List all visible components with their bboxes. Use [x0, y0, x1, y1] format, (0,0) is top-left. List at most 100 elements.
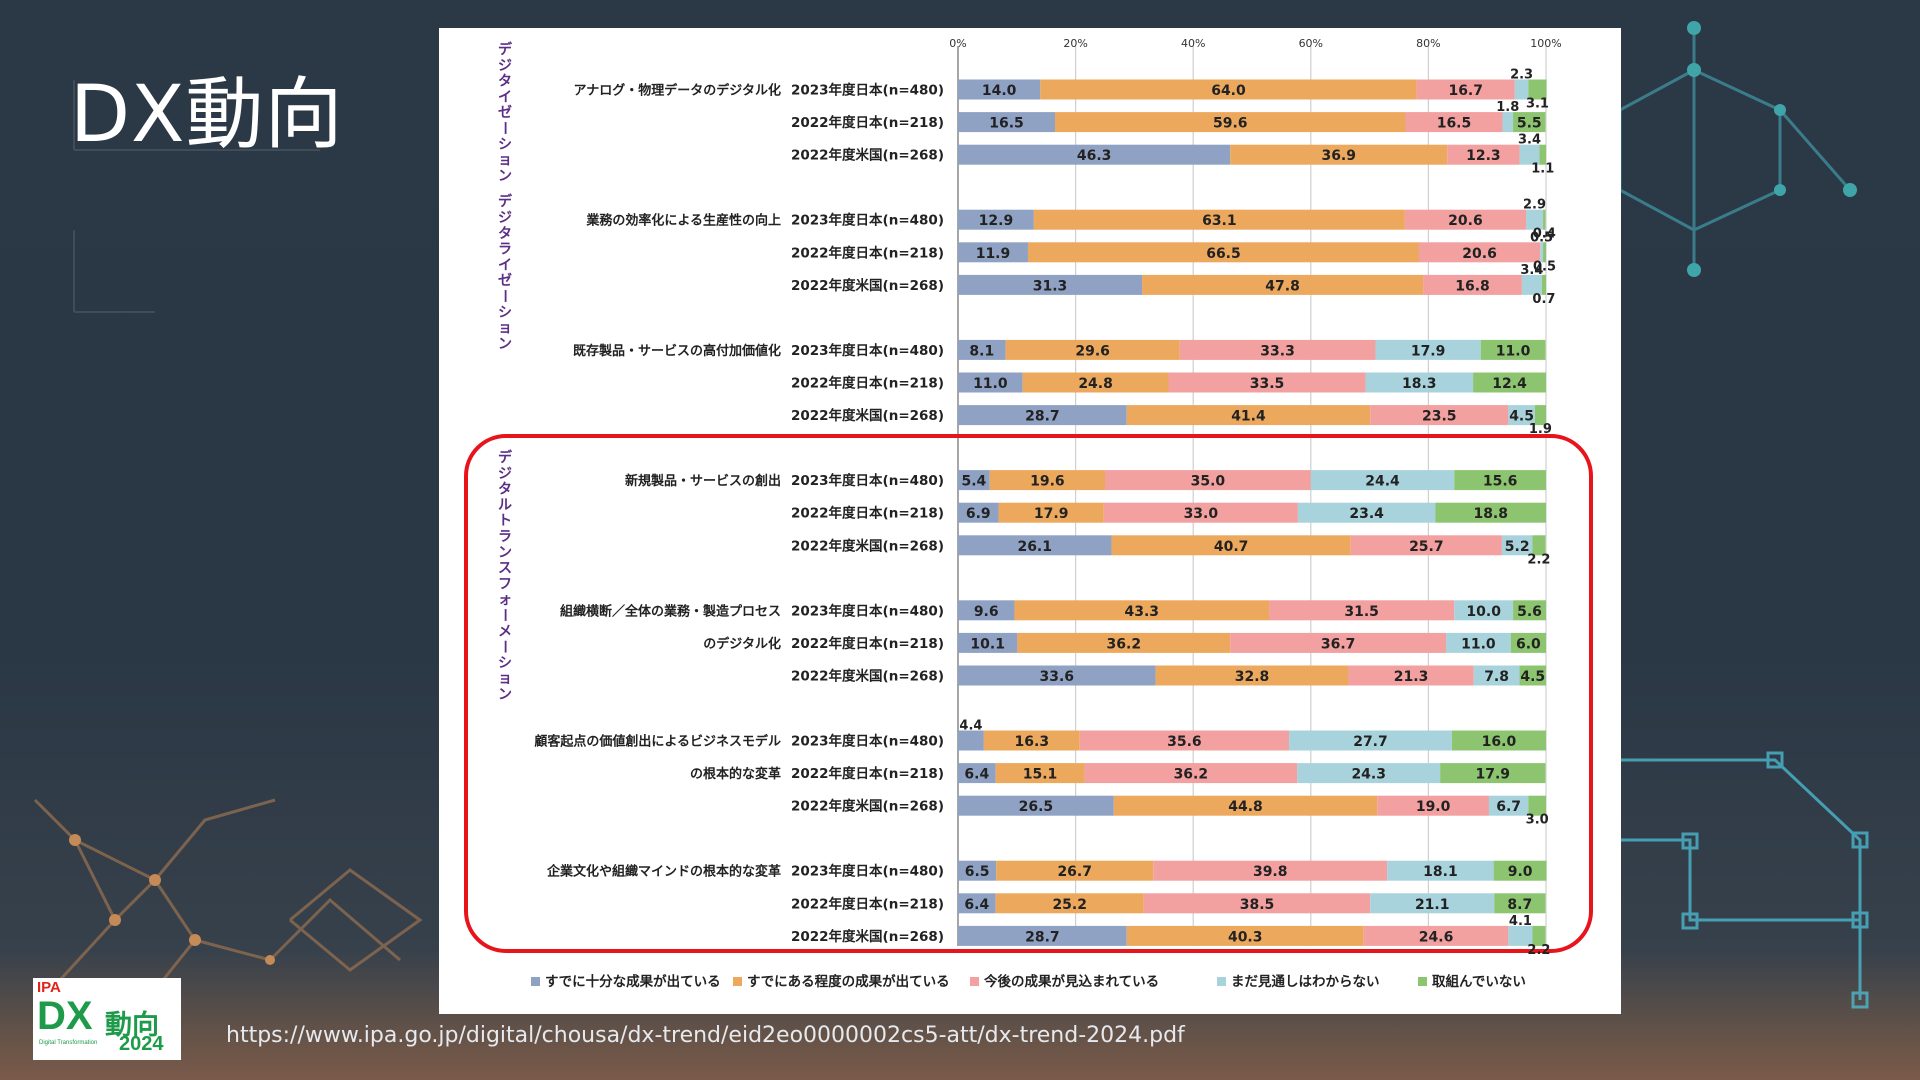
data-label: 6.0: [1516, 636, 1541, 652]
bar-segment: [1519, 665, 1546, 686]
data-label: 36.9: [1321, 148, 1356, 164]
bar-segment: [1514, 79, 1529, 100]
group-label: 企業文化や組織マインドの根本的な変革: [546, 864, 781, 880]
data-label: 23.5: [1422, 409, 1457, 425]
bar-segment: [958, 502, 999, 523]
bar-segment: [1532, 925, 1546, 946]
data-label: 4.4: [959, 719, 982, 734]
data-label: 24.4: [1365, 474, 1400, 490]
section-label-char: ト: [498, 513, 512, 529]
bar-segment: [1168, 372, 1366, 393]
bar-segment: [1502, 112, 1514, 133]
bar-segment: [1528, 795, 1546, 816]
row-label: 2022年度米国(n=268): [791, 668, 944, 685]
bar-segment: [1404, 209, 1527, 230]
data-label: 36.2: [1174, 767, 1209, 783]
x-tick-label: 100%: [1530, 37, 1561, 50]
section-label-char: ン: [498, 336, 512, 352]
data-label: 40.7: [1214, 539, 1249, 555]
data-label: 18.8: [1473, 506, 1508, 522]
section-label-char: ン: [498, 168, 512, 184]
bar-segment: [1387, 860, 1494, 881]
row-label: 2023年度日本(n=480): [791, 472, 944, 489]
bar-segment: [958, 242, 1028, 263]
bar-segment: [958, 339, 1006, 360]
x-tick-label: 20%: [1063, 37, 1087, 50]
section-label-char: デ: [498, 193, 513, 210]
data-label: 28.7: [1025, 409, 1060, 425]
bar-segment: [1297, 763, 1441, 784]
data-label: 41.4: [1231, 409, 1266, 425]
data-label: 16.0: [1482, 734, 1517, 750]
data-label: 12.3: [1466, 148, 1501, 164]
section-label-char: ン: [498, 545, 512, 561]
bar-segment: [1451, 730, 1546, 751]
legend-swatch: [1217, 977, 1226, 986]
bar-segment: [1103, 502, 1298, 523]
bar-segment: [1473, 372, 1546, 393]
data-label: 21.1: [1415, 897, 1450, 913]
bar-segment: [958, 600, 1015, 621]
data-label: 0.5: [1530, 230, 1553, 245]
data-label: 4.5: [1509, 409, 1534, 425]
bar-segment: [958, 274, 1143, 295]
bar-segment: [1022, 372, 1169, 393]
bar-segment: [1105, 470, 1311, 491]
data-label: 36.2: [1107, 636, 1142, 652]
bar-segment: [1113, 795, 1378, 816]
bar-segment: [1017, 632, 1231, 653]
x-tick-label: 40%: [1181, 37, 1205, 50]
data-label: 12.4: [1492, 376, 1527, 392]
data-label: 19.6: [1030, 474, 1065, 490]
data-label: 26.7: [1057, 864, 1092, 880]
section-label-char: ー: [496, 289, 512, 303]
data-label: 10.0: [1466, 604, 1501, 620]
data-label: 35.6: [1167, 734, 1202, 750]
data-label: 3.0: [1526, 813, 1549, 828]
data-label: 1.1: [1531, 162, 1554, 177]
data-label: 11.0: [973, 376, 1008, 392]
row-label: 2022年度米国(n=268): [791, 277, 944, 294]
data-label: 2.9: [1523, 198, 1546, 213]
bar-segment: [958, 144, 1231, 165]
bar-segment: [1488, 795, 1529, 816]
dx-section-highlight: [464, 434, 1593, 953]
row-label: 2022年度日本(n=218): [791, 635, 944, 652]
bar-segment: [1534, 405, 1546, 426]
bar-segment: [1269, 600, 1455, 621]
bar-segment: [1473, 665, 1520, 686]
data-label: 6.4: [964, 767, 989, 783]
source-url[interactable]: https://www.ipa.go.jp/digital/chousa/dx-…: [226, 1023, 1185, 1048]
group-label: 業務の効率化による生産性の向上: [585, 213, 781, 229]
bar-segment: [1230, 632, 1447, 653]
row-label: 2023年度日本(n=480): [791, 212, 944, 229]
bar-segment: [1480, 339, 1546, 360]
data-label: 44.8: [1228, 799, 1263, 815]
bar-segment: [958, 470, 990, 491]
data-label: 2.2: [1527, 552, 1550, 567]
x-tick-label: 60%: [1299, 37, 1323, 50]
data-label: 17.9: [1476, 767, 1511, 783]
section-label-char: タ: [498, 74, 512, 90]
data-label: 3.4: [1518, 133, 1541, 148]
bar-segment: [998, 502, 1104, 523]
legend-label: すでにある程度の成果が出ている: [747, 973, 950, 990]
bar-segment: [1033, 209, 1405, 230]
bar-segment: [958, 79, 1041, 100]
row-label: 2022年度日本(n=218): [791, 114, 944, 131]
data-label: 3.1: [1526, 97, 1549, 112]
data-label: 9.0: [1508, 864, 1533, 880]
bar-segment: [1348, 665, 1474, 686]
bar-segment: [1519, 144, 1540, 165]
data-label: 39.8: [1253, 864, 1288, 880]
row-label: 2023年度日本(n=480): [791, 733, 944, 750]
bar-segment: [983, 730, 1080, 751]
data-label: 33.3: [1260, 343, 1295, 359]
data-label: 15.1: [1023, 767, 1058, 783]
section-label-char: ョ: [498, 321, 512, 337]
row-label: 2023年度日本(n=480): [791, 342, 944, 359]
bar-segment: [1014, 600, 1270, 621]
row-label: 2022年度日本(n=218): [791, 895, 944, 912]
data-label: 3.4: [1520, 263, 1543, 278]
data-label: 14.0: [982, 83, 1017, 99]
